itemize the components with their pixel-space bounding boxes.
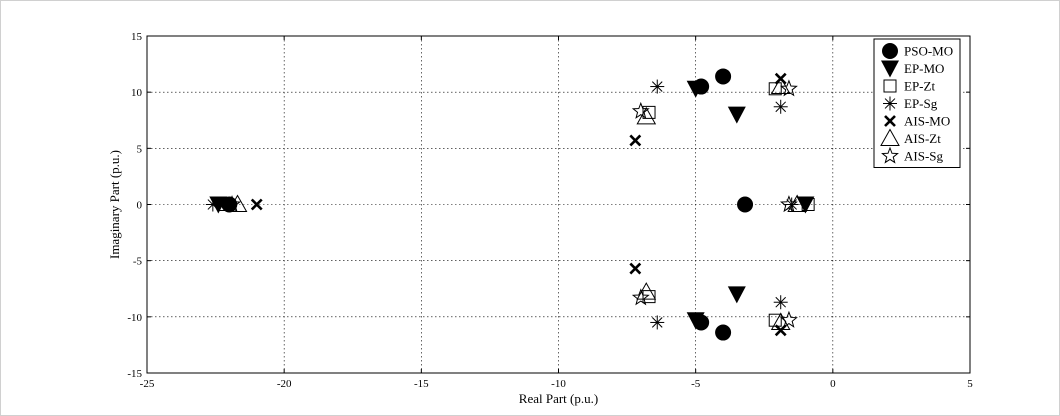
point-ep-sg xyxy=(205,197,220,212)
y-tick-label: -5 xyxy=(133,256,143,268)
y-tick-label: 15 xyxy=(131,31,143,43)
point-pso-mo xyxy=(715,324,732,341)
legend: PSO-MO EP-MO EP-Zt EP-Sg AIS-MO AIS-Zt AIS-Sg xyxy=(873,38,961,168)
legend-marker-ep-mo xyxy=(881,60,899,78)
x-axis-title: Real Part (p.u.) xyxy=(519,391,598,406)
point-ep-zt xyxy=(642,105,656,119)
point-ais-zt xyxy=(227,194,248,212)
legend-label-ais-sg: AIS-Sg xyxy=(904,149,944,164)
point-ep-mo xyxy=(796,196,815,214)
point-ep-zt xyxy=(642,290,656,304)
point-ep-zt xyxy=(768,82,782,96)
x-tick-label: -20 xyxy=(277,378,292,390)
legend-marker-ep-sg xyxy=(883,96,897,111)
point-ais-zt xyxy=(770,76,791,95)
point-ais-mo xyxy=(774,72,787,85)
point-ais-zt xyxy=(770,312,791,330)
legend-label-pso-mo: PSO-MO xyxy=(904,44,953,59)
point-ais-mo xyxy=(629,262,642,275)
point-ep-mo xyxy=(727,286,746,304)
legend-marker-ep-zt xyxy=(883,79,897,93)
y-axis-title: Imaginary Part (p.u.) xyxy=(107,150,122,259)
point-ep-sg xyxy=(650,315,665,330)
point-ais-mo xyxy=(250,198,263,211)
point-ep-sg xyxy=(773,295,788,310)
x-tick-label: 0 xyxy=(830,378,836,390)
y-tick-label: -10 xyxy=(127,312,142,324)
y-tick-label: 0 xyxy=(137,200,143,212)
point-ep-mo xyxy=(727,106,746,124)
y-tick-label: 5 xyxy=(137,143,143,155)
point-ais-zt xyxy=(787,194,808,212)
x-tick-label: -10 xyxy=(551,378,566,390)
point-ais-sg xyxy=(223,195,241,213)
point-ep-mo xyxy=(686,80,705,98)
point-pso-mo xyxy=(715,68,732,85)
legend-marker-ais-zt xyxy=(880,128,900,146)
legend-label-ais-mo: AIS-MO xyxy=(904,114,950,129)
point-ais-sg xyxy=(631,288,650,306)
data-points xyxy=(205,68,815,341)
grid-lines xyxy=(147,36,970,373)
point-ais-mo xyxy=(629,134,642,147)
x-tick-label: -5 xyxy=(691,378,701,390)
point-ep-sg xyxy=(650,79,665,94)
x-tick-label: 5 xyxy=(967,378,973,390)
point-ep-sg xyxy=(773,99,788,114)
point-ais-sg xyxy=(631,101,650,119)
y-tick-label: -15 xyxy=(127,368,142,380)
legend-marker-pso-mo xyxy=(882,43,898,59)
point-ais-sg xyxy=(779,195,798,213)
x-tick-label: -15 xyxy=(414,378,429,390)
x-tick-label: -25 xyxy=(140,378,155,390)
point-ep-mo xyxy=(686,312,705,330)
legend-marker-ais-mo xyxy=(884,115,896,127)
axis-ticks: -25 -20 -15 -10 -5 0 5 15 10 5 0 -5 -10 -15 xyxy=(127,31,973,390)
legend-label-ep-sg: EP-Sg xyxy=(904,96,938,111)
point-pso-mo xyxy=(737,196,754,213)
legend-label-ep-zt: EP-Zt xyxy=(904,79,935,94)
legend-label-ep-mo: EP-MO xyxy=(904,61,944,76)
legend-marker-ais-sg xyxy=(881,146,899,164)
legend-label-ais-zt: AIS-Zt xyxy=(904,131,941,146)
point-ais-sg xyxy=(779,79,798,97)
y-tick-label: 10 xyxy=(131,87,143,99)
point-ais-sg xyxy=(779,310,798,328)
